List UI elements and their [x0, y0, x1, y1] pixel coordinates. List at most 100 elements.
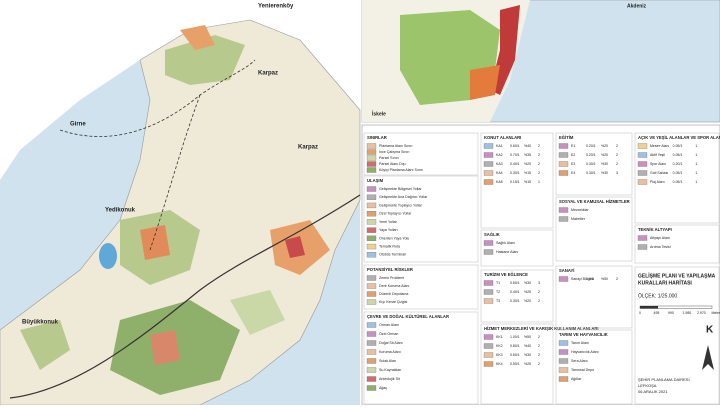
legend-swatch [367, 219, 376, 224]
legend-swatch [367, 203, 376, 208]
legend-swatch [638, 180, 647, 185]
legend-swatch [367, 150, 376, 155]
legend-item: Gelişmekte Ana Dağıtıcı Yollar [379, 195, 428, 199]
legend-cell: T3 [496, 299, 500, 303]
scale-label: Metre [712, 311, 720, 315]
legend-swatch [484, 290, 493, 295]
section-title: AÇIK VE YEŞİL ALANLAR VE SPOR ALANLARI [638, 135, 720, 140]
place-label: Girne [70, 122, 86, 128]
legend-cell: %20 [524, 162, 531, 166]
legend-swatch [484, 362, 493, 367]
place-label: Büyükkonuk [22, 320, 59, 326]
legend-swatch [638, 171, 647, 176]
legend-item: Mabetler [571, 217, 586, 221]
legend-item: İnce Çalışma Sınırı [379, 149, 410, 154]
legend-swatch [367, 323, 376, 328]
legend-cell: 1 [695, 153, 697, 157]
legend-cell: 1 [695, 180, 697, 184]
legend-cell: 0.20/1 [673, 162, 683, 166]
legend-cell: KA2 [496, 153, 503, 157]
legend-cell: %35 [524, 153, 531, 157]
legend-item: Sağlık Alanı [496, 241, 515, 245]
legend-cell: 2 [616, 277, 618, 281]
legend-cell: 0.60/1 [510, 144, 520, 148]
legend-item: Düzenli Depolama [379, 292, 408, 296]
legend-cell: 0.30/1 [586, 171, 596, 175]
legend-cell: 2 [538, 162, 540, 166]
legend-swatch [638, 144, 647, 149]
legend-cell: 2 [538, 171, 540, 175]
legend-cell: 0.05/1 [673, 171, 683, 175]
legend-swatch [367, 284, 376, 289]
legend-cell: 2 [538, 344, 540, 348]
section-title: ULAŞIM [367, 178, 384, 183]
legend-item: Parsel Alanı Dışı [379, 162, 406, 166]
legend-swatch [638, 162, 647, 167]
legend-cell: %15 [524, 171, 531, 175]
legend-cell: %30 [524, 353, 531, 357]
legend-swatch [559, 171, 568, 176]
footer-text: LEFKOŞA [638, 383, 657, 388]
legend-cell: KK2 [496, 344, 503, 348]
legend-cell: 0.30/1 [510, 299, 520, 303]
legend-cell: 0.70/1 [510, 153, 520, 157]
legend-cell: %25 [524, 290, 531, 294]
legend-swatch [367, 341, 376, 346]
legend-item: Dere Koruma Alanı [379, 284, 409, 288]
legend-cell: %30 [601, 171, 608, 175]
legend-cell: 2 [616, 153, 618, 157]
legend-swatch [559, 162, 568, 167]
legend-swatch [367, 332, 376, 337]
legend-item: Tematik Rota [379, 245, 400, 249]
legend-cell: T1 [496, 281, 500, 285]
section-title: TEKNİK ALTYAPI [638, 227, 672, 232]
legend-item: Zemin Problemi [379, 276, 404, 280]
legend-cell: 1 [695, 171, 697, 175]
legend-cell: %20 [601, 144, 608, 148]
legend-swatch [367, 187, 376, 192]
section-title: TURİZM VE EĞLENCE [484, 272, 528, 277]
legend-swatch [367, 368, 376, 373]
legend-item: Doğal Sit Alanı [379, 341, 403, 345]
place-label: Yedikonuk [105, 208, 136, 214]
legend-cell: 1.0/1 [586, 277, 594, 281]
legend-cell: KK3 [496, 353, 503, 357]
section-title: ÇEVRE VE DOĞAL KÜLTÜREL ALANLAR [367, 314, 449, 319]
legend-swatch [367, 168, 376, 173]
legend-cell: %50 [601, 277, 608, 281]
legend-cell: 2 [538, 153, 540, 157]
section-title: KONUT ALANLARI [484, 135, 521, 140]
section-title: HİZMET MERKEZLERİ VE KARIŞIK KULLANIM AL… [484, 326, 599, 331]
legend-cell: E3 [571, 162, 575, 166]
legend-cell: 3 [538, 281, 540, 285]
legend-cell: 0.30/1 [586, 162, 596, 166]
legend-cell: %30 [601, 162, 608, 166]
legend-item: Altyapı Alanı [650, 236, 670, 240]
legend-cell: Mesire Alanı [650, 144, 669, 148]
legend-swatch [559, 153, 568, 158]
legend-cell: 0.20/1 [586, 144, 596, 148]
north-arrow: K [706, 325, 714, 336]
place-label: Karpaz [258, 71, 278, 77]
legend-swatch [367, 144, 376, 149]
legend-item: Hastane Alanı [496, 250, 518, 254]
legend-cell: %50 [524, 335, 531, 339]
legend-cell: %25 [524, 362, 531, 366]
legend-item: Otobüs Terminali [379, 253, 406, 257]
legend-cell: KA1 [496, 144, 503, 148]
legend-cell: Golf Sahası [650, 171, 668, 175]
footer-text: 06 ARALIK 2021 [638, 389, 668, 394]
legend-cell: 3 [616, 171, 618, 175]
legend-swatch [559, 144, 568, 149]
legend-swatch [638, 236, 647, 241]
scale-label: 0 [639, 311, 641, 315]
legend-cell: KK1 [496, 335, 503, 339]
legend-item: Yerel Yollar [379, 220, 398, 224]
section-title: SAĞLIK [484, 232, 500, 237]
legend-item: Ağaç [379, 386, 387, 390]
place-label: Akdeniz [627, 3, 647, 9]
legend-swatch [484, 144, 493, 149]
legend-item: Arıtma Tesisi [650, 245, 671, 249]
